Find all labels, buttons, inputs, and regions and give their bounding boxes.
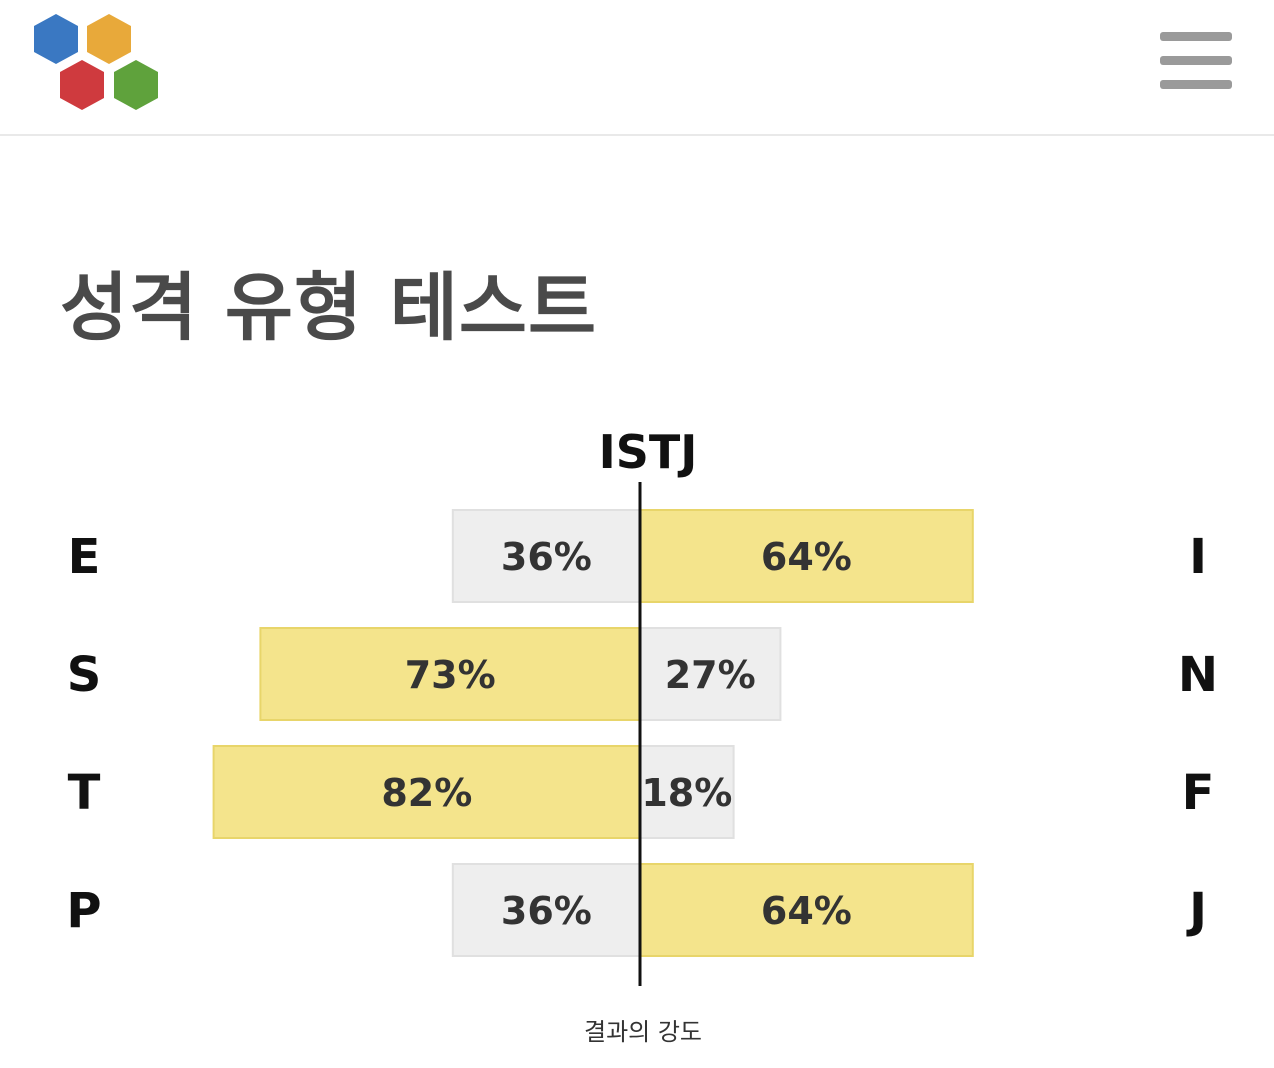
chart-rows: 36% 64% E I 73% 27% S N 82% 18% T F 36% 64% P J (66, 509, 1218, 957)
value-label-n: 27% (665, 653, 756, 697)
trait-label-t: T (68, 765, 101, 821)
trait-label-i: I (1189, 529, 1207, 585)
chart-x-axis-label: 결과의 강도 (584, 1018, 702, 1046)
menu-bar-bottom (1160, 80, 1232, 89)
value-label-i: 64% (761, 535, 852, 579)
trait-label-e: E (68, 529, 101, 585)
page-title: 성격 유형 테스트 (60, 265, 598, 351)
hamburger-menu-icon[interactable] (1160, 32, 1232, 92)
bar-s (259, 627, 641, 721)
app-header (0, 0, 1274, 136)
bar-j (639, 863, 974, 957)
logo-graphic (34, 14, 158, 110)
hexagon-cluster-logo-icon[interactable] (26, 8, 168, 118)
value-label-s: 73% (405, 653, 496, 697)
chart-title: ISTJ (599, 425, 698, 479)
trait-label-n: N (1178, 647, 1218, 703)
value-label-t: 82% (381, 771, 472, 815)
value-label-e: 36% (501, 535, 592, 579)
value-label-j: 64% (761, 889, 852, 933)
menu-bar-middle (1160, 56, 1232, 65)
trait-label-f: F (1182, 765, 1215, 821)
bar-e (451, 509, 641, 603)
trait-label-j: J (1186, 883, 1207, 939)
logo-hex-orange (87, 14, 131, 64)
logo-hex-red (60, 60, 104, 110)
trait-label-p: P (66, 883, 101, 939)
menu-bar-top (1160, 32, 1232, 41)
bar-p (451, 863, 641, 957)
bar-n (639, 627, 782, 721)
logo-hex-green (114, 60, 158, 110)
bar-f (639, 745, 735, 839)
value-label-f: 18% (641, 771, 732, 815)
bar-i (639, 509, 974, 603)
value-label-p: 36% (501, 889, 592, 933)
bar-t (212, 745, 641, 839)
trait-label-s: S (67, 647, 102, 703)
logo-hex-blue (34, 14, 78, 64)
